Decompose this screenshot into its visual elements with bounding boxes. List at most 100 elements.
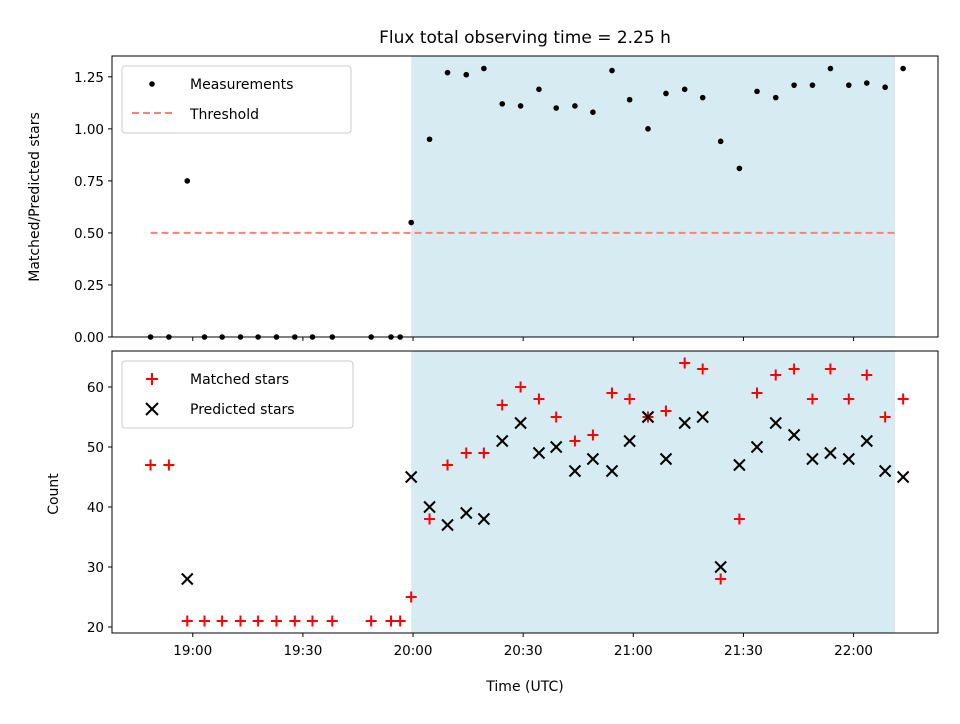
bottom-y-tick-label: 50: [87, 440, 104, 456]
matched-star-point: [660, 405, 672, 417]
measurement-point: [772, 94, 779, 101]
bottom-y-tick-label: 60: [87, 380, 104, 396]
measurement-point: [590, 109, 596, 115]
matched-star-point: [697, 363, 709, 375]
observing-window-top: [411, 56, 896, 337]
measurement-point: [663, 90, 669, 97]
matched-star-point: [715, 573, 727, 585]
measurement-point: [699, 94, 706, 101]
top-y-tick-label: 0.00: [74, 330, 104, 346]
legend-predicted-marker: [145, 402, 159, 416]
predicted-star-point: [641, 410, 655, 424]
measurement-point: [184, 178, 191, 184]
predicted-star-point: [824, 446, 837, 460]
matched-star-point: [289, 615, 301, 627]
top-y-tick-label: 0.75: [74, 174, 104, 190]
x-tick-label: 19:00: [173, 643, 212, 659]
predicted-star-point: [181, 572, 194, 586]
measurement-point: [444, 69, 451, 76]
x-tick-label: 22:00: [834, 643, 873, 659]
legend-matched-marker: [146, 373, 158, 385]
predicted-star-point: [496, 434, 509, 448]
matched-star-point: [897, 393, 909, 405]
predicted-star-point: [586, 452, 600, 466]
matched-star-point: [181, 615, 193, 627]
predicted-star-point: [659, 452, 673, 466]
measurement-point: [717, 138, 724, 145]
measurement-point: [882, 84, 888, 91]
predicted-star-point: [441, 518, 454, 532]
matched-star-point: [824, 363, 836, 375]
bottom-panel: 20 30 40 50 60 19:00 19:30 20:00 20:30 21:00 21:30…: [46, 350, 939, 695]
measurement-point: [553, 105, 560, 111]
predicted-star-point: [532, 446, 546, 460]
measurement-point: [845, 82, 852, 88]
measurement-point: [809, 82, 816, 88]
top-y-tick-label: 0.25: [74, 278, 104, 294]
matched-star-point: [199, 615, 211, 627]
predicted-star-point: [605, 464, 619, 478]
matched-star-point: [394, 615, 406, 627]
measurement-point: [463, 71, 470, 78]
measurement-point: [408, 219, 414, 226]
predicted-star-point: [460, 506, 473, 520]
matched-star-point: [861, 369, 873, 381]
matched-star-point: [385, 615, 397, 627]
predicted-star-point: [842, 452, 855, 466]
predicted-star-point: [549, 440, 563, 454]
matched-star-point: [550, 411, 562, 423]
top-y-tick-label: 0.50: [74, 226, 104, 242]
matched-star-point: [405, 591, 417, 603]
matched-star-point: [306, 615, 318, 627]
predicted-star-point: [696, 410, 709, 424]
bottom-y-tick-label: 40: [87, 500, 104, 516]
top-panel: 0.00 0.25 0.50 0.75 1.00 1.25 Matched/Predict…: [27, 55, 939, 346]
matched-star-point: [163, 459, 175, 471]
x-axis-label: Time (UTC): [485, 679, 563, 695]
predicted-star-point: [733, 458, 746, 472]
bottom-y-tick-label: 20: [87, 620, 104, 636]
predicted-star-point: [860, 434, 873, 448]
measurement-point: [900, 65, 906, 72]
matched-star-point: [843, 393, 855, 405]
matched-star-point: [326, 615, 338, 627]
legend-measurements-label: Measurements: [190, 77, 293, 93]
matched-star-point: [478, 447, 490, 459]
predicted-star-point: [787, 428, 801, 442]
predicted-star-point: [896, 470, 910, 484]
x-tick-label: 19:30: [283, 643, 322, 659]
matched-star-point: [788, 363, 800, 375]
measurement-point: [609, 67, 615, 74]
measurement-point: [481, 65, 487, 72]
predicted-star-point: [678, 416, 691, 430]
predicted-star-point: [750, 440, 764, 454]
measurement-point: [827, 65, 834, 72]
predicted-star-point: [404, 470, 418, 484]
matched-star-point: [515, 381, 527, 393]
measurement-point: [736, 165, 743, 172]
predicted-star-point: [477, 512, 491, 526]
top-y-axis-label: Matched/Predicted stars: [27, 112, 43, 282]
matched-star-point: [587, 429, 599, 441]
matched-star-point: [234, 615, 246, 627]
observing-window-bottom: [411, 351, 896, 633]
legend-predicted-label: Predicted stars: [190, 402, 295, 418]
x-tick-label: 20:30: [504, 643, 543, 659]
matched-star-point: [216, 615, 228, 627]
predicted-star-point: [514, 416, 527, 430]
predicted-star-point: [878, 464, 892, 478]
matched-star-point: [751, 387, 763, 399]
matched-star-point: [770, 369, 782, 381]
matched-star-point: [606, 387, 618, 399]
legend-matched-label: Matched stars: [190, 372, 289, 388]
bottom-axes-frame: [111, 350, 939, 634]
predicted-star-point: [568, 464, 582, 478]
matched-star-point: [733, 513, 745, 525]
measurement-point: [791, 82, 797, 88]
measurement-point: [754, 88, 760, 95]
measurement-point: [499, 101, 506, 107]
matched-star-point: [460, 447, 472, 459]
legend-threshold-label: Threshold: [189, 107, 259, 123]
top-legend: Measurements Threshold: [121, 65, 352, 134]
matched-star-point: [879, 411, 891, 423]
